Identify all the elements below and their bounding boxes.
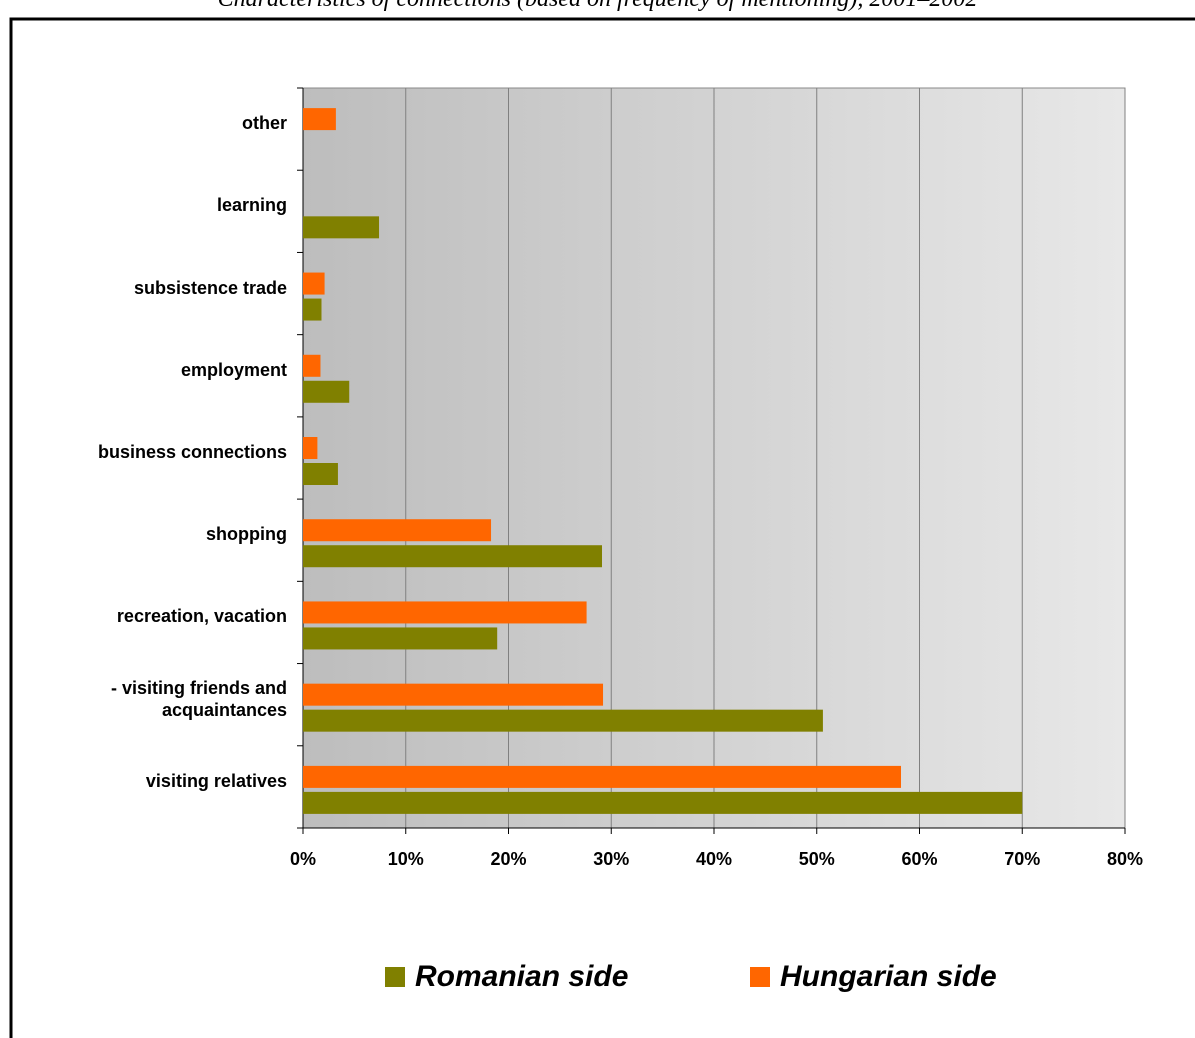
x-tick-label: 30% [593,849,629,869]
x-tick-label: 70% [1004,849,1040,869]
x-tick-label: 60% [901,849,937,869]
legend-label: Romanian side [415,960,628,993]
y-tick-label: employment [180,359,287,380]
bar [303,380,350,403]
frame [9,17,1195,1038]
bar [303,765,902,788]
bar [303,463,338,485]
bar [303,601,587,624]
y-tick-label: learning [216,195,287,216]
bar [303,298,322,321]
y-tick-label: other [242,113,287,134]
legend-label: Hungarian side [780,960,997,993]
x-tick-label: 50% [799,849,835,869]
legend-swatch [385,967,405,987]
x-tick-label: 80% [1107,849,1143,869]
x-tick-label: 40% [696,849,732,869]
y-tick-label: - visiting friends and acquaintances [110,677,287,720]
bar [303,216,380,239]
bar [303,683,604,706]
bar [303,627,498,650]
bar [303,437,318,459]
y-tick-label: visiting relatives [145,770,287,791]
x-tick-label: 20% [490,849,526,869]
y-tick-label: recreation, vacation [116,606,287,627]
y-tick-label: shopping [206,524,287,545]
x-tick-label: 10% [388,849,424,869]
bar [303,354,321,377]
bar [303,545,603,568]
y-tick-label: business connections [97,442,287,462]
chart-title: Characteristics of connections (based on… [0,0,1195,13]
bar [303,272,325,295]
y-tick-label: subsistence trade [133,277,287,298]
x-tick-label: 0% [290,849,316,869]
bar [303,709,823,732]
bar [303,519,492,542]
legend-swatch [750,967,770,987]
bar [303,791,1023,814]
bar [303,108,336,131]
